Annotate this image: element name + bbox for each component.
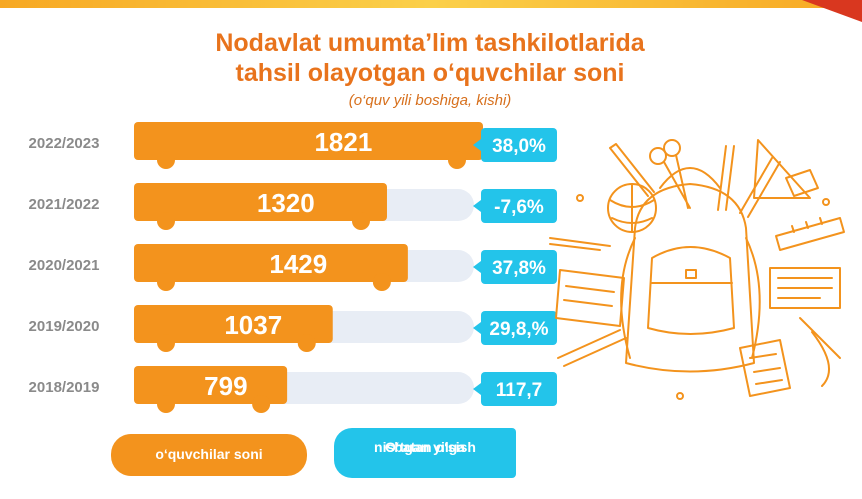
book-corner-icon — [802, 0, 862, 22]
bar-wheel — [351, 212, 370, 230]
backpack-body — [625, 183, 755, 373]
bar — [134, 183, 387, 221]
growth-label: -7,6% — [494, 197, 544, 218]
legend-students: o‘quvchilar soni — [111, 434, 307, 476]
bar-value-label: 1320 — [257, 188, 315, 218]
year-label: 2020/2021 — [29, 257, 100, 274]
growth-label: 29,8,% — [489, 319, 548, 340]
chart-title-line1: Nodavlat umumta’lim tashkilotlarida — [215, 29, 645, 57]
growth-badge — [481, 311, 557, 345]
bar-wheel — [157, 273, 175, 291]
bar-value-label: 1037 — [224, 310, 282, 340]
legend-students-label: o‘quvchilar soni — [155, 446, 263, 462]
top-accent-bar — [0, 0, 862, 8]
bar-wheel — [297, 334, 316, 352]
growth-badge-pointer — [473, 322, 481, 334]
year-label: 2018/2019 — [29, 379, 100, 396]
bar — [134, 305, 333, 343]
growth-badge — [481, 189, 557, 223]
growth-badge — [481, 250, 557, 284]
growth-label: 117,7 — [496, 380, 543, 401]
backpack-illustration — [549, 139, 845, 400]
growth-badge-pointer — [473, 200, 481, 212]
chart-title-line2: tahsil olayotgan o‘quvchilar soni — [235, 59, 625, 87]
bar-wheel — [448, 151, 466, 169]
legend-growth-label-line2: nisbatan o‘sish — [374, 439, 476, 455]
growth-badge — [481, 372, 557, 406]
bar — [134, 244, 408, 282]
bar-wheel — [157, 151, 175, 169]
bar-value-label: 1429 — [269, 249, 327, 279]
growth-badge-pointer — [473, 139, 481, 151]
growth-badge-pointer — [473, 383, 481, 395]
bar-wheel — [252, 395, 271, 413]
growth-badge — [481, 128, 557, 162]
year-label: 2022/2023 — [29, 135, 100, 152]
bar-value-label: 1821 — [314, 127, 372, 157]
growth-label: 38,0% — [492, 136, 546, 157]
bar-value-label: 799 — [204, 371, 247, 401]
year-label: 2021/2022 — [29, 196, 100, 213]
legend-growth-label-line1: O‘tgan yilga — [384, 439, 466, 455]
bar — [134, 366, 288, 404]
growth-label: 37,8% — [492, 258, 546, 279]
bar-wheel — [157, 395, 175, 413]
bar-wheel — [157, 212, 175, 230]
bar-chart: 2022/2023 1821 38,0% 2021/2022 1320 -7,6% 2020… — [29, 122, 557, 413]
growth-badge-pointer — [473, 261, 481, 273]
year-label: 2019/2020 — [29, 318, 100, 335]
bar — [134, 122, 483, 160]
chart-subtitle: (o‘quv yili boshiga, kishi) — [348, 92, 512, 109]
bar-wheel — [372, 273, 391, 291]
bar-wheel — [157, 334, 175, 352]
legend-growth: O‘tgan yilga nisbatan o‘sish — [334, 428, 516, 478]
